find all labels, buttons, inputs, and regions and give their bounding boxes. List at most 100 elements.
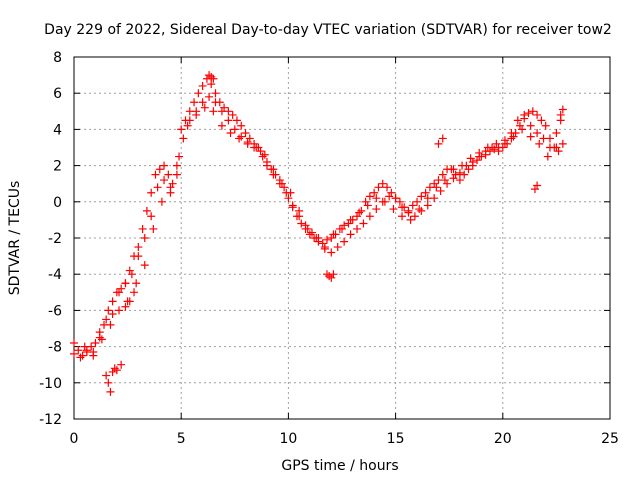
data-point <box>237 121 246 130</box>
data-point <box>458 161 467 170</box>
y-tick-labels: -12 -10 -8 -6 -4 -2 0 2 4 6 8 <box>39 50 62 428</box>
x-tick-labels: 0 5 10 15 20 25 <box>70 431 619 447</box>
data-point <box>198 81 207 90</box>
data-point <box>104 378 113 387</box>
data-point <box>558 139 567 148</box>
data-point <box>432 183 441 192</box>
data-point <box>530 185 539 194</box>
data-point <box>177 125 186 134</box>
data-point <box>481 147 490 156</box>
data-point <box>398 203 407 212</box>
y-tick-label: -10 <box>39 376 62 392</box>
data-point <box>125 297 134 306</box>
data-point <box>104 306 113 315</box>
data-point <box>280 183 289 192</box>
data-point <box>132 279 141 288</box>
data-point <box>245 134 254 143</box>
data-point <box>430 179 439 188</box>
data-point <box>147 188 156 197</box>
data-point <box>185 116 194 125</box>
data-point <box>464 165 473 174</box>
data-point <box>97 335 106 344</box>
data-point <box>194 89 203 98</box>
data-point <box>207 72 216 81</box>
data-point <box>108 310 117 319</box>
data-point <box>361 197 370 206</box>
data-point <box>106 387 115 396</box>
data-point <box>507 129 516 138</box>
data-point <box>387 188 396 197</box>
data-point <box>404 208 413 217</box>
data-point <box>374 183 383 192</box>
data-point <box>205 71 214 80</box>
data-point <box>398 212 407 221</box>
data-point <box>157 197 166 206</box>
data-point <box>112 366 121 375</box>
data-point <box>277 179 286 188</box>
data-point <box>468 157 477 166</box>
data-point <box>305 230 314 239</box>
data-point <box>385 192 394 201</box>
data-point <box>438 170 447 179</box>
data-point <box>533 181 542 190</box>
data-point <box>91 338 100 347</box>
data-point <box>200 103 209 112</box>
data-point <box>220 103 229 112</box>
chart-title: Day 229 of 2022, Sidereal Day-to-day VTE… <box>44 22 612 38</box>
data-point <box>80 342 89 351</box>
data-point <box>284 194 293 203</box>
y-tick-label: -12 <box>39 412 62 428</box>
data-point <box>209 74 218 83</box>
data-point <box>297 219 306 228</box>
y-tick-label: -4 <box>48 267 62 283</box>
data-point <box>138 224 147 233</box>
x-axis-label: GPS time / hours <box>281 458 398 474</box>
data-point <box>340 237 349 246</box>
data-point <box>423 201 432 210</box>
data-point <box>262 161 271 170</box>
data-point <box>372 205 381 214</box>
data-point <box>455 176 464 185</box>
data-point <box>110 364 119 373</box>
data-point <box>121 279 130 288</box>
data-point <box>383 183 392 192</box>
data-point <box>115 306 124 315</box>
data-point <box>224 116 233 125</box>
data-point <box>286 188 295 197</box>
data-point <box>528 107 537 116</box>
data-point <box>301 221 310 230</box>
data-point <box>483 143 492 152</box>
data-point <box>134 252 143 261</box>
data-point <box>395 197 404 206</box>
data-point <box>327 248 336 257</box>
axis-ticks <box>73 56 611 420</box>
data-point <box>226 129 235 138</box>
data-point <box>117 360 126 369</box>
data-point <box>78 351 87 360</box>
data-point <box>190 98 199 107</box>
data-point <box>363 201 372 210</box>
data-point <box>134 243 143 252</box>
data-point <box>106 320 115 329</box>
data-points <box>70 71 567 396</box>
data-point <box>490 145 499 154</box>
data-point <box>307 228 316 237</box>
data-point <box>179 134 188 143</box>
y-tick-label: 2 <box>53 159 62 175</box>
data-point <box>372 194 381 203</box>
data-point <box>322 235 331 244</box>
x-tick-label: 25 <box>601 431 619 447</box>
data-point <box>556 110 565 119</box>
data-point <box>228 110 237 119</box>
data-point <box>269 165 278 174</box>
data-point <box>515 121 524 130</box>
data-point <box>338 224 346 233</box>
data-point <box>498 143 507 152</box>
data-point <box>344 219 353 228</box>
data-point <box>127 270 136 279</box>
data-point <box>526 121 535 130</box>
data-point <box>552 143 561 152</box>
data-point <box>513 116 522 125</box>
data-point <box>303 224 312 233</box>
data-point <box>211 89 220 98</box>
